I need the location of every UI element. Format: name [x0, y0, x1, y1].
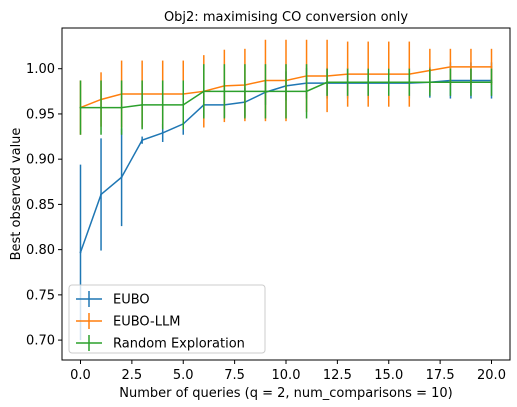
data-point — [469, 81, 472, 84]
y-tick-label: 0.80 — [26, 243, 55, 258]
data-point — [387, 81, 390, 84]
x-tick-label: 15.0 — [374, 368, 403, 383]
y-tick-label: 0.85 — [26, 198, 55, 213]
data-point — [120, 106, 123, 109]
legend-label: Random Exploration — [113, 337, 245, 352]
x-tick-label: 2.5 — [122, 368, 143, 383]
data-point — [449, 81, 452, 84]
data-point — [161, 103, 164, 106]
x-tick-label: 10.0 — [272, 368, 301, 383]
data-point — [182, 103, 185, 106]
series-layer — [79, 39, 493, 341]
legend-item: EUBO — [76, 291, 150, 308]
data-point — [326, 81, 329, 84]
legend-item: EUBO-LLM — [76, 313, 180, 330]
y-tick-label: 0.95 — [26, 107, 55, 122]
data-point — [79, 251, 82, 254]
data-point — [264, 90, 267, 93]
chart-title: Obj2: maximising CO conversion only — [164, 10, 408, 25]
data-point — [79, 106, 82, 109]
legend: EUBO EUBO-LLM Random Exploration — [68, 284, 266, 354]
series-2 — [79, 64, 493, 135]
x-tick-label: 12.5 — [323, 368, 352, 383]
y-axis-label: Best observed value — [9, 128, 24, 261]
data-point — [202, 90, 205, 93]
legend-label: EUBO-LLM — [113, 315, 180, 330]
data-point — [120, 176, 123, 179]
y-tick-label: 0.75 — [26, 288, 55, 303]
x-tick-label: 0.0 — [70, 368, 91, 383]
data-point — [161, 131, 164, 134]
data-point — [490, 81, 493, 84]
y-tick-label: 0.70 — [26, 334, 55, 349]
data-point — [223, 90, 226, 93]
x-tick-label: 20.0 — [477, 368, 506, 383]
data-point — [469, 65, 472, 68]
data-point — [367, 81, 370, 84]
data-point — [141, 103, 144, 106]
legend-frame — [68, 284, 266, 354]
data-point — [100, 106, 103, 109]
y-tick-label: 1.00 — [26, 62, 55, 77]
x-tick-label: 7.5 — [224, 368, 245, 383]
data-point — [346, 81, 349, 84]
data-point — [141, 139, 144, 142]
x-tick-label: 17.5 — [426, 368, 455, 383]
y-tick-label: 0.90 — [26, 153, 55, 168]
data-point — [305, 90, 308, 93]
data-point — [490, 65, 493, 68]
data-point — [285, 90, 287, 93]
x-tick-label: 5.0 — [173, 368, 194, 383]
data-point — [100, 193, 103, 196]
legend-label: EUBO — [113, 293, 150, 308]
data-point — [428, 81, 431, 84]
data-point — [243, 90, 246, 93]
data-point — [408, 81, 411, 84]
ticks-layer: 0.0 2.5 5.0 7.5 10.0 12.5 15.0 17.5 20.0 0.70 0.75… — [26, 62, 506, 383]
legend-item: Random Exploration — [76, 335, 245, 352]
data-point — [449, 65, 452, 68]
x-axis-label: Number of queries (q = 2, num_comparison… — [119, 386, 452, 401]
